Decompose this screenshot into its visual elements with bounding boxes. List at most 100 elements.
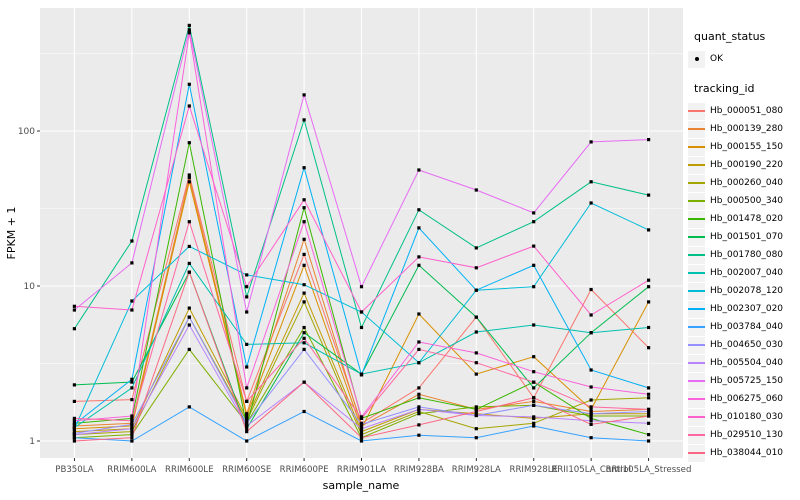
point-marker bbox=[647, 439, 651, 443]
point-marker bbox=[130, 398, 134, 402]
point-marker bbox=[417, 433, 421, 437]
point-marker bbox=[359, 436, 364, 440]
legend-key-line bbox=[688, 434, 705, 436]
legend-item-label: Hb_001478_020 bbox=[710, 214, 784, 224]
point-marker bbox=[187, 23, 191, 27]
legend-key-box bbox=[688, 228, 705, 246]
point-marker bbox=[130, 377, 134, 381]
legend-key-box bbox=[688, 156, 705, 174]
point-marker bbox=[532, 211, 536, 215]
point-marker bbox=[302, 263, 306, 267]
point-marker bbox=[647, 138, 651, 142]
point-marker bbox=[417, 347, 421, 351]
point-marker bbox=[302, 347, 306, 351]
point-marker bbox=[302, 198, 306, 202]
legend-key-line bbox=[688, 308, 705, 310]
legend-key-box bbox=[688, 50, 705, 68]
x-tick-label: RRII105LA_Control bbox=[551, 465, 631, 475]
point-marker bbox=[302, 291, 306, 295]
y-axis-title: FPKM + 1 bbox=[5, 207, 18, 260]
point-marker bbox=[474, 405, 478, 409]
point-marker bbox=[130, 414, 134, 418]
point-marker bbox=[72, 430, 76, 434]
point-marker bbox=[647, 414, 651, 418]
point-marker bbox=[302, 118, 306, 122]
legend-key-box bbox=[688, 282, 705, 300]
point-marker bbox=[532, 403, 536, 407]
point-marker bbox=[359, 325, 364, 330]
point-marker bbox=[72, 419, 76, 423]
point-marker bbox=[302, 220, 306, 224]
point-marker bbox=[245, 424, 249, 428]
legend-item-label: Hb_000190_220 bbox=[710, 160, 784, 170]
point-marker bbox=[589, 409, 593, 414]
point-marker bbox=[417, 396, 421, 400]
legend-key-line bbox=[688, 344, 705, 346]
legend-item: Hb_010180_030 bbox=[688, 408, 800, 426]
legend-item-label: Hb_010180_030 bbox=[710, 412, 784, 422]
point-marker bbox=[647, 300, 651, 304]
legend-item: Hb_002078_120 bbox=[688, 282, 800, 300]
point-marker bbox=[245, 273, 249, 277]
point-marker bbox=[245, 386, 249, 390]
legend-title-tracking-id: tracking_id bbox=[694, 82, 755, 95]
point-marker bbox=[532, 244, 536, 248]
legend-item-ok: OK bbox=[688, 50, 800, 68]
point-marker bbox=[72, 383, 76, 387]
point-marker bbox=[187, 28, 191, 32]
legend-item: Hb_000500_340 bbox=[688, 192, 800, 210]
point-marker bbox=[187, 141, 191, 145]
point-marker bbox=[302, 409, 306, 414]
point-marker bbox=[302, 331, 306, 335]
point-marker bbox=[417, 208, 421, 212]
point-marker bbox=[302, 237, 306, 241]
point-marker bbox=[130, 433, 134, 437]
x-tick-label: RRIM928LA bbox=[452, 465, 501, 475]
point-marker bbox=[130, 427, 134, 431]
point-marker bbox=[647, 392, 651, 396]
legend-item: Hb_000051_080 bbox=[688, 102, 800, 120]
point-marker bbox=[72, 308, 76, 312]
point-marker bbox=[647, 386, 651, 390]
point-marker bbox=[589, 436, 593, 440]
legend-key-line bbox=[688, 254, 705, 256]
legend-item: Hb_005725_150 bbox=[688, 372, 800, 390]
point-marker bbox=[245, 285, 249, 289]
point-marker bbox=[647, 346, 651, 350]
point-marker bbox=[187, 176, 191, 180]
legend-key-box bbox=[688, 246, 705, 264]
point-marker bbox=[532, 355, 536, 359]
point-marker bbox=[245, 419, 249, 423]
point-marker bbox=[130, 299, 134, 303]
legend-item: Hb_038044_010 bbox=[688, 444, 800, 462]
point-marker bbox=[647, 409, 651, 414]
point-marker bbox=[647, 285, 651, 289]
point-marker bbox=[589, 385, 593, 389]
legend-key-line bbox=[688, 146, 705, 148]
point-marker bbox=[474, 413, 478, 418]
point-marker bbox=[130, 439, 134, 443]
point-marker bbox=[474, 330, 478, 334]
point-marker bbox=[187, 405, 191, 409]
legend-item-label: OK bbox=[710, 54, 723, 64]
legend-item: Hb_001478_020 bbox=[688, 210, 800, 228]
point-marker bbox=[647, 412, 651, 416]
point-marker bbox=[532, 415, 536, 419]
legend-key-box bbox=[688, 390, 705, 408]
point-marker bbox=[589, 419, 593, 423]
legend-item-label: Hb_002307_020 bbox=[710, 304, 784, 314]
point-marker bbox=[589, 412, 593, 416]
legend-key-line bbox=[688, 272, 705, 274]
point-marker bbox=[589, 416, 593, 420]
point-marker bbox=[589, 140, 593, 144]
point-marker bbox=[130, 422, 134, 426]
point-marker bbox=[417, 392, 421, 396]
point-marker bbox=[187, 173, 191, 177]
legend-key-box bbox=[688, 336, 705, 354]
legend-item: Hb_000139_280 bbox=[688, 120, 800, 138]
legend-item-label: Hb_038044_010 bbox=[710, 448, 784, 458]
point-marker bbox=[130, 239, 134, 243]
point-marker bbox=[187, 31, 191, 35]
point-marker bbox=[72, 304, 76, 308]
point-marker bbox=[130, 419, 134, 423]
